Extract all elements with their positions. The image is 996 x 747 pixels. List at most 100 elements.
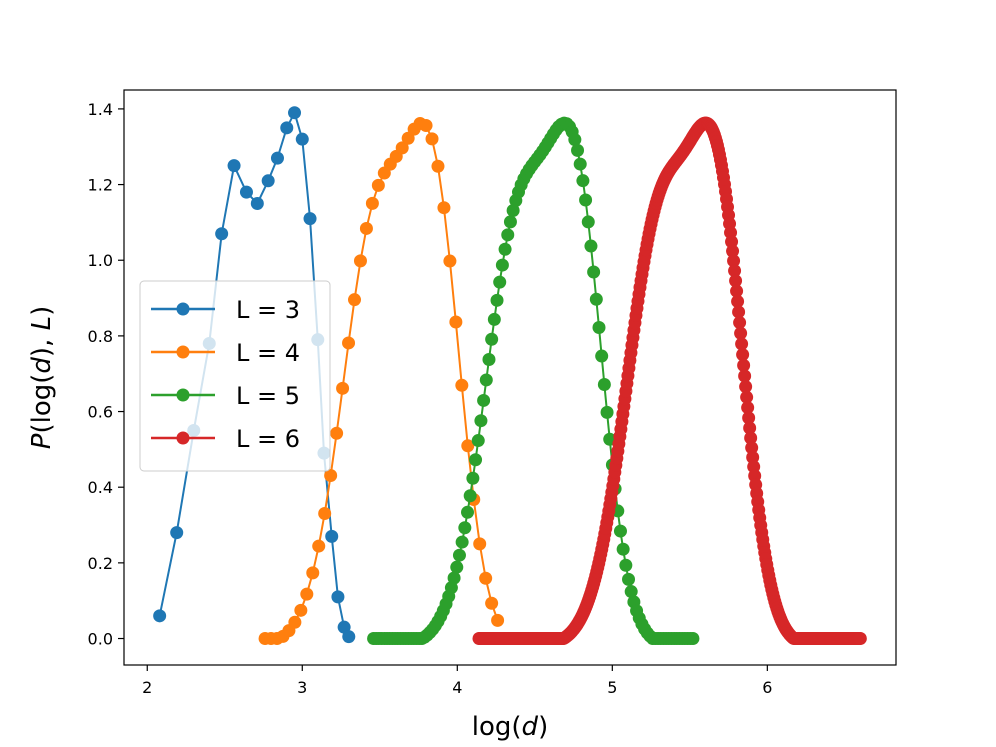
data-point [619, 558, 633, 572]
data-point [342, 336, 356, 350]
series-6 [472, 116, 867, 646]
data-point [744, 431, 758, 445]
data-point [498, 242, 512, 256]
data-point [359, 221, 373, 235]
data-point [729, 274, 743, 288]
data-point [726, 244, 740, 258]
data-point [624, 585, 638, 599]
data-point [425, 132, 439, 146]
data-point [568, 133, 582, 147]
data-point [469, 453, 483, 467]
data-point [730, 284, 744, 298]
data-point [742, 411, 756, 425]
data-point [503, 215, 517, 229]
data-point [587, 265, 601, 279]
y-tick-label: 0.8 [88, 327, 113, 346]
data-point [491, 613, 505, 627]
legend-item: L = 3 [151, 296, 300, 324]
y-tick-label: 1.0 [88, 251, 113, 270]
legend-marker [176, 431, 190, 445]
data-point [731, 294, 745, 308]
data-point [477, 393, 491, 407]
data-point [735, 337, 749, 351]
data-point [455, 378, 469, 392]
legend-item: L = 4 [151, 339, 300, 367]
data-point [479, 373, 493, 387]
y-tick-label: 0.4 [88, 478, 113, 497]
y-tick-label: 0.2 [88, 554, 113, 573]
data-point [725, 235, 739, 249]
data-point [239, 185, 253, 199]
data-point [732, 305, 746, 319]
data-point [419, 118, 433, 132]
data-point [746, 450, 760, 464]
data-point [270, 151, 284, 165]
legend-label: L = 6 [236, 425, 300, 453]
data-point [738, 369, 752, 383]
x-axis-label: log(d) [472, 712, 548, 742]
data-point [734, 326, 748, 340]
data-point [853, 632, 867, 646]
data-point [294, 603, 308, 617]
data-point [616, 542, 630, 556]
data-point [463, 489, 477, 503]
series-line [265, 122, 499, 640]
data-point [571, 143, 585, 157]
data-point [227, 159, 241, 173]
legend-marker [176, 302, 190, 316]
data-point [589, 292, 603, 306]
legend-label: L = 5 [236, 382, 300, 410]
legend-label: L = 3 [236, 296, 300, 324]
data-point [501, 228, 515, 242]
data-point [584, 239, 598, 253]
data-point [401, 131, 415, 145]
data-point [576, 174, 590, 188]
legend-marker [176, 345, 190, 359]
legend-label: L = 4 [236, 339, 300, 367]
y-axis-label: P(log(d), L) [27, 306, 57, 449]
data-point [745, 441, 759, 455]
series-line [478, 122, 861, 640]
x-tick-label: 2 [142, 678, 152, 697]
data-point [466, 471, 480, 485]
data-point [215, 227, 229, 241]
data-point [458, 521, 472, 535]
plot-frame [123, 89, 897, 666]
data-point [288, 615, 302, 629]
legend: L = 3 L = 4 L = 5 L = 6 [139, 280, 331, 472]
data-point [579, 193, 593, 207]
data-point [471, 434, 485, 448]
data-point [493, 275, 507, 289]
data-point [336, 381, 350, 395]
data-point [739, 380, 753, 394]
data-point [342, 630, 356, 644]
data-point [490, 293, 504, 307]
data-point [331, 590, 345, 604]
data-point [485, 332, 499, 346]
data-point [597, 377, 611, 391]
data-point [288, 106, 302, 120]
y-tick-label: 0.0 [88, 630, 113, 649]
data-point [318, 506, 332, 520]
data-point [461, 505, 475, 519]
data-point [250, 196, 264, 210]
data-point [495, 258, 509, 272]
data-point [431, 159, 445, 173]
data-point [153, 609, 167, 623]
data-point [303, 212, 317, 226]
series-line [373, 122, 693, 640]
data-point [300, 587, 314, 601]
data-point [170, 526, 184, 540]
data-point [740, 390, 754, 404]
data-point [324, 469, 338, 483]
data-point [295, 132, 309, 146]
y-tick-label: 0.6 [88, 403, 113, 422]
data-point [479, 571, 493, 585]
data-point [450, 560, 464, 574]
x-axis: 2 3 4 5 6 [142, 665, 772, 697]
data-point [581, 215, 595, 229]
data-point [600, 405, 614, 419]
data-point [487, 312, 501, 326]
legend-marker [176, 388, 190, 402]
